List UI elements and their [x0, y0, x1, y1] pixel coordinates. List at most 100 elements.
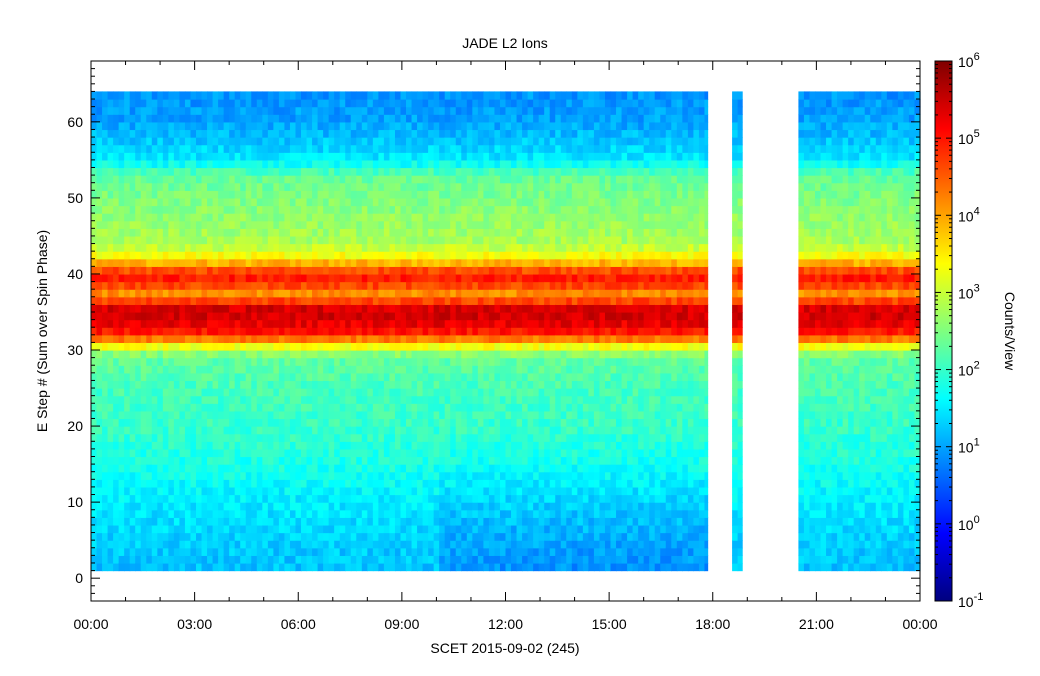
- heat-cell: [184, 327, 192, 336]
- heat-cell: [406, 213, 413, 222]
- heat-cell: [179, 258, 186, 267]
- heat-cell: [400, 137, 407, 146]
- heat-cell: [394, 547, 402, 556]
- heat-cell: [488, 562, 496, 572]
- heat-cell: [179, 456, 186, 465]
- heat-cell: [129, 357, 136, 366]
- heat-cell: [466, 327, 473, 336]
- heat-cell: [383, 448, 391, 458]
- heat-cell: [522, 258, 529, 267]
- heat-cell: [234, 365, 241, 374]
- heat-cell: [499, 99, 507, 108]
- heat-cell: [527, 555, 534, 564]
- heat-cell: [284, 524, 291, 534]
- heat-cell: [422, 562, 429, 572]
- heat-cell: [118, 251, 125, 260]
- heat-cell: [345, 372, 352, 382]
- heat-cell: [372, 182, 379, 191]
- heat-cell: [251, 144, 258, 153]
- heat-cell: [483, 380, 490, 389]
- heat-cell: [118, 334, 125, 344]
- heat-cell: [488, 502, 496, 511]
- heat-cell: [262, 311, 269, 321]
- heat-cell: [207, 410, 214, 420]
- heat-cell: [295, 197, 302, 207]
- heat-cell: [196, 137, 203, 146]
- heat-cell: [118, 311, 125, 321]
- heat-cell: [96, 205, 103, 214]
- heat-cell: [179, 517, 186, 526]
- heat-cell: [400, 372, 407, 382]
- heat-cell: [439, 121, 446, 131]
- heat-cell: [124, 334, 131, 344]
- heat-cell: [96, 562, 103, 572]
- heat-cell: [334, 547, 341, 556]
- heat-cell: [361, 251, 368, 260]
- heat-cell: [499, 91, 507, 100]
- heat-cell: [129, 350, 136, 359]
- heat-cell: [245, 334, 252, 344]
- heat-cell: [251, 365, 258, 374]
- heat-cell: [505, 464, 512, 473]
- heat-cell: [522, 137, 529, 146]
- heat-cell: [173, 456, 181, 465]
- heat-cell: [378, 152, 385, 161]
- heat-cell: [201, 197, 208, 207]
- heat-cell: [522, 121, 529, 131]
- heat-cell: [488, 281, 496, 290]
- heat-cell: [345, 213, 352, 222]
- heat-cell: [262, 418, 269, 427]
- heat-cell: [334, 251, 341, 260]
- heat-cell: [273, 426, 280, 435]
- heat-cell: [411, 555, 418, 564]
- heat-cell: [511, 190, 518, 199]
- heat-cell: [356, 547, 363, 556]
- heat-cell: [91, 281, 98, 290]
- heat-cell: [400, 327, 407, 336]
- heat-cell: [488, 319, 496, 328]
- heat-cell: [516, 433, 523, 442]
- heat-cell: [522, 486, 529, 496]
- heat-cell: [334, 91, 341, 100]
- heat-cell: [173, 235, 181, 245]
- heat-cell: [389, 190, 396, 199]
- heat-cell: [499, 380, 507, 389]
- heat-cell: [499, 319, 507, 328]
- heat-cell: [350, 479, 357, 488]
- heat-cell: [334, 456, 341, 465]
- heat-cell: [113, 357, 120, 366]
- heat-cell: [207, 144, 214, 153]
- heat-cell: [450, 91, 457, 100]
- heat-cell: [129, 327, 136, 336]
- heat-cell: [488, 410, 496, 420]
- heat-cell: [306, 228, 313, 237]
- heat-cell: [229, 502, 236, 511]
- heat-cell: [218, 555, 225, 564]
- heat-cell: [284, 456, 291, 465]
- heat-cell: [124, 486, 131, 496]
- heat-cell: [477, 99, 484, 108]
- heat-cell: [91, 228, 98, 237]
- heat-cell: [378, 395, 385, 404]
- heat-cell: [511, 547, 518, 556]
- heat-cell: [455, 159, 462, 169]
- heat-cell: [184, 235, 192, 245]
- heat-cell: [516, 213, 523, 222]
- heat-cell: [522, 532, 529, 541]
- heat-cell: [107, 99, 114, 108]
- heat-cell: [107, 121, 114, 131]
- heat-cell: [245, 395, 252, 404]
- heat-cell: [190, 167, 197, 176]
- heat-cell: [295, 524, 302, 534]
- heat-cell: [378, 517, 385, 526]
- heat-cell: [312, 524, 319, 534]
- heat-cell: [494, 471, 501, 480]
- heat-cell: [477, 289, 484, 298]
- heat-cell: [295, 167, 302, 176]
- heat-cell: [466, 479, 473, 488]
- heat-cell: [367, 296, 374, 305]
- heat-cell: [439, 350, 446, 359]
- heat-cell: [256, 220, 263, 229]
- heat-cell: [361, 562, 368, 572]
- heat-cell: [278, 159, 286, 169]
